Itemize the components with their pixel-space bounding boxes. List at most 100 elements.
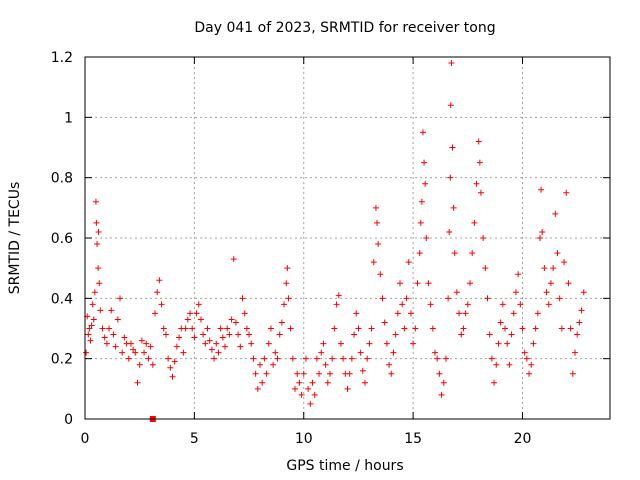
data-point	[519, 325, 526, 332]
data-point	[578, 307, 585, 314]
data-point	[125, 355, 132, 362]
data-point	[112, 343, 119, 350]
data-point	[569, 370, 576, 377]
data-point	[539, 228, 546, 235]
data-point	[421, 159, 428, 166]
data-point	[447, 102, 454, 109]
data-point	[239, 295, 246, 302]
data-point	[456, 310, 463, 317]
data-point	[197, 316, 204, 323]
data-point	[88, 322, 95, 329]
data-point	[289, 355, 296, 362]
data-point	[502, 325, 508, 332]
data-point	[215, 349, 222, 356]
data-point	[193, 310, 200, 317]
data-point	[422, 180, 429, 187]
data-point	[537, 235, 543, 241]
data-point	[235, 331, 242, 338]
data-point	[410, 340, 417, 347]
data-point	[283, 280, 290, 287]
data-point	[187, 310, 193, 317]
data-point	[460, 325, 467, 332]
data-point	[438, 391, 445, 398]
data-point	[119, 349, 126, 356]
data-point	[307, 400, 314, 407]
data-point	[407, 310, 414, 317]
data-point	[405, 259, 412, 266]
data-point	[414, 280, 421, 287]
data-point	[165, 355, 172, 362]
data-point	[248, 340, 255, 347]
data-point	[309, 379, 316, 386]
x-axis-label: GPS time / hours	[286, 458, 403, 474]
data-point	[401, 325, 408, 332]
data-point	[552, 210, 559, 217]
data-point	[364, 355, 371, 362]
data-point	[184, 316, 191, 323]
data-point	[270, 361, 277, 368]
data-point	[222, 343, 228, 350]
data-point	[372, 204, 379, 211]
data-point	[267, 325, 274, 332]
data-point	[103, 340, 110, 347]
data-point	[316, 370, 323, 377]
data-point	[353, 310, 360, 317]
data-point	[121, 334, 128, 341]
data-point	[512, 289, 519, 296]
data-point	[521, 349, 528, 356]
data-point	[348, 355, 355, 362]
data-point	[416, 250, 423, 257]
data-point	[91, 289, 98, 296]
data-point	[136, 361, 143, 368]
data-point	[374, 219, 381, 226]
data-point	[561, 259, 568, 266]
data-point	[362, 379, 368, 386]
data-point	[337, 340, 344, 347]
data-point	[162, 331, 169, 338]
data-point	[440, 379, 447, 386]
data-point	[499, 301, 506, 308]
data-point	[180, 349, 187, 356]
data-point	[580, 289, 587, 296]
data-point	[134, 379, 141, 386]
data-point	[211, 355, 218, 362]
data-point	[263, 370, 270, 377]
data-point	[458, 331, 465, 338]
data-point	[429, 325, 436, 332]
data-point	[340, 355, 347, 362]
data-point	[298, 391, 305, 398]
data-point	[296, 379, 303, 386]
data-point	[473, 180, 480, 187]
data-point	[530, 340, 537, 347]
data-point	[204, 325, 211, 332]
data-point	[508, 331, 515, 338]
data-point	[550, 265, 557, 272]
data-points	[83, 60, 587, 422]
data-point	[471, 219, 478, 226]
data-point	[359, 367, 366, 374]
data-point	[453, 289, 460, 296]
data-point	[101, 334, 108, 341]
data-point	[250, 355, 257, 362]
data-point	[302, 355, 309, 362]
data-point	[543, 289, 550, 296]
data-point	[320, 340, 327, 347]
data-point	[538, 186, 545, 193]
data-point	[278, 319, 285, 326]
data-point	[368, 325, 375, 332]
data-point	[173, 343, 180, 350]
data-point	[99, 325, 106, 332]
data-point	[383, 340, 390, 347]
data-point	[254, 385, 261, 392]
data-point	[532, 325, 539, 332]
data-point	[160, 325, 167, 332]
data-point	[572, 349, 578, 356]
data-point	[230, 256, 237, 263]
data-point	[272, 349, 279, 356]
data-point	[226, 331, 233, 338]
data-point	[261, 355, 268, 362]
data-point	[462, 310, 469, 317]
y-tick-label: 0.4	[51, 291, 73, 307]
data-point	[449, 144, 456, 151]
data-point	[379, 295, 386, 302]
